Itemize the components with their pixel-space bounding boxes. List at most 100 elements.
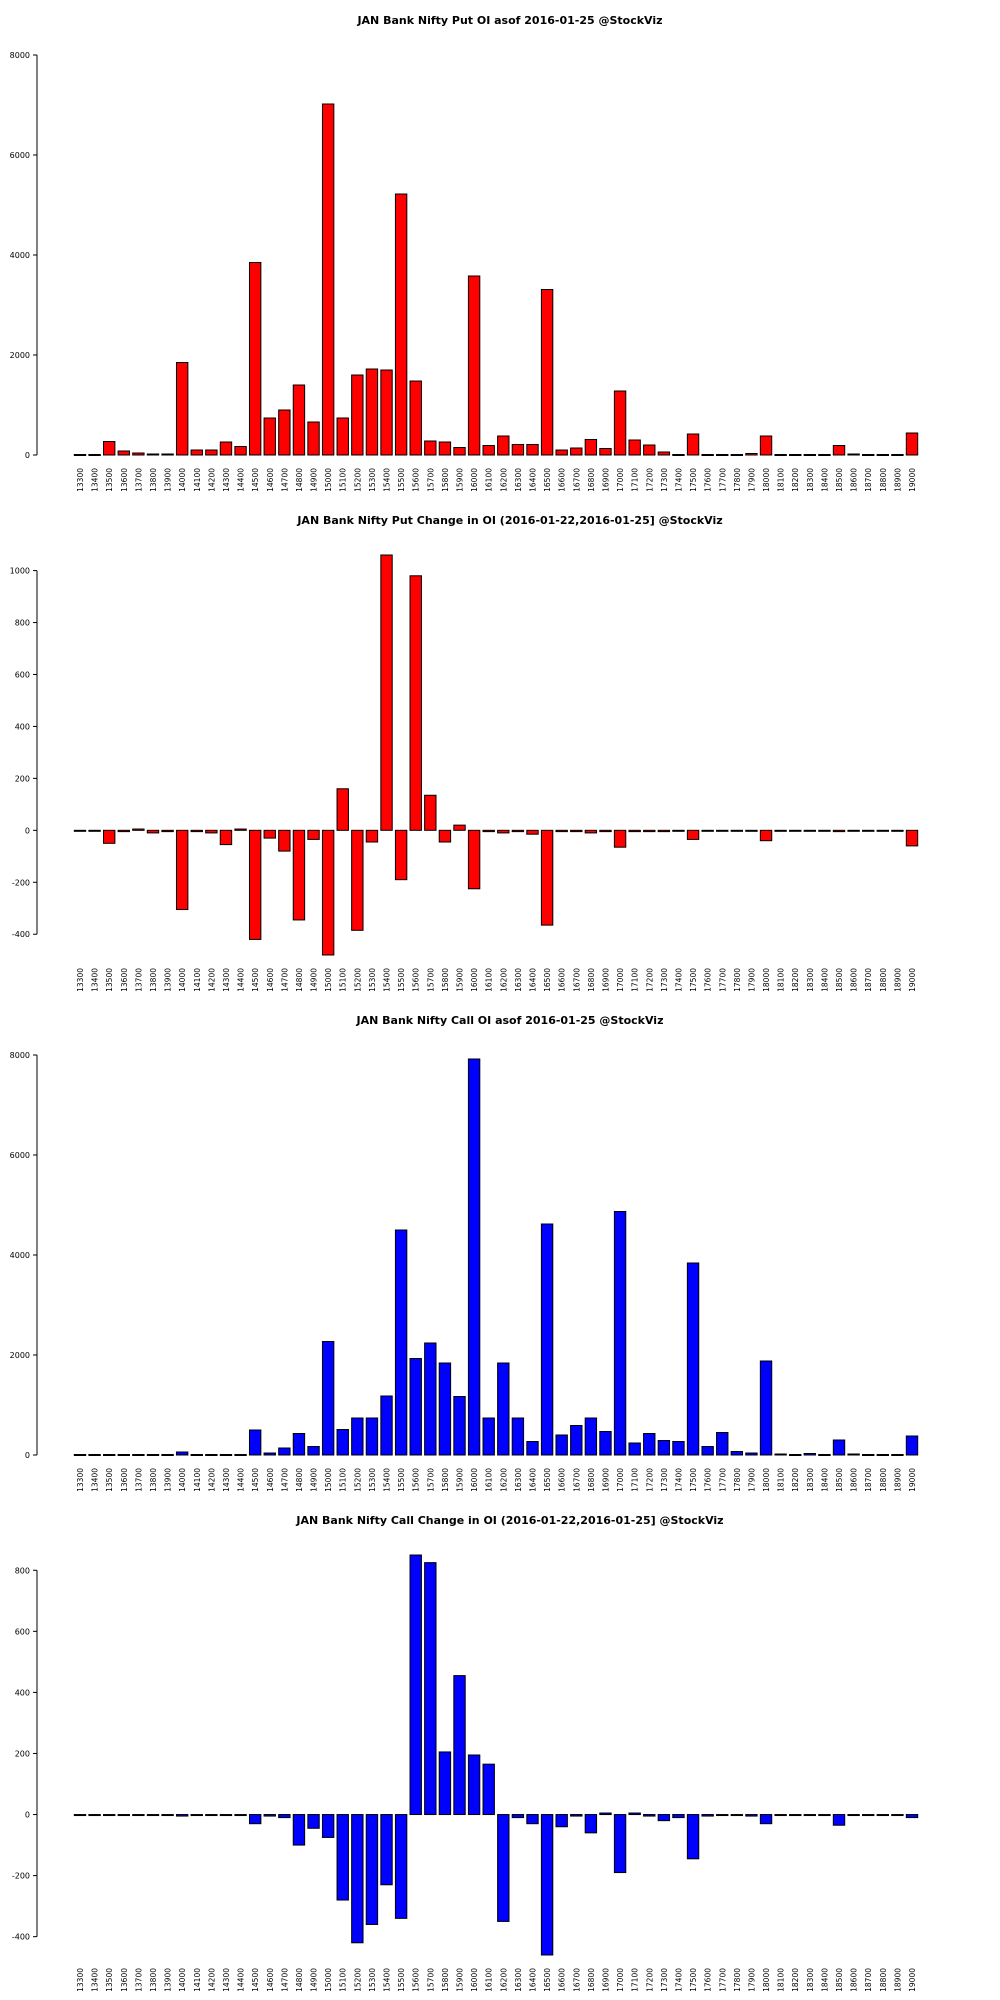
x-tick-label: 14600 bbox=[266, 1468, 275, 1492]
bar-15100 bbox=[336, 788, 349, 831]
bar-17100 bbox=[628, 829, 641, 833]
bar-17300 bbox=[657, 1814, 671, 1822]
x-tick-label: 13400 bbox=[91, 1468, 100, 1492]
bar-14200 bbox=[205, 449, 218, 456]
bar-14000 bbox=[175, 829, 189, 911]
x-tick-label: 17000 bbox=[616, 468, 625, 492]
bar-18300 bbox=[803, 829, 817, 832]
bar-13400 bbox=[88, 829, 101, 832]
bar-13600 bbox=[117, 1454, 130, 1456]
bar-14400 bbox=[234, 1814, 247, 1817]
x-tick-label: 18900 bbox=[893, 1468, 902, 1492]
bar-18800 bbox=[876, 1454, 889, 1456]
bar-15300 bbox=[365, 829, 379, 843]
bar-15800 bbox=[438, 1751, 452, 1816]
x-tick-label: 13300 bbox=[76, 968, 85, 992]
x-tick-label: 13400 bbox=[91, 468, 100, 492]
x-tick-label: 16300 bbox=[514, 468, 523, 492]
x-tick-label: 13600 bbox=[120, 468, 129, 492]
x-tick-label: 17800 bbox=[733, 968, 742, 992]
y-tick-label: 1000 bbox=[10, 567, 30, 576]
x-tick-label: 18500 bbox=[835, 468, 844, 492]
bar-16500 bbox=[540, 1814, 554, 1956]
bar-18500 bbox=[832, 829, 846, 833]
x-tick-label: 15400 bbox=[383, 1968, 392, 1992]
bar-14400 bbox=[234, 446, 247, 456]
bar-15900 bbox=[453, 447, 466, 456]
bar-17700 bbox=[716, 1432, 729, 1456]
bar-18700 bbox=[862, 454, 875, 456]
y-tick-label: 200 bbox=[15, 774, 30, 783]
x-tick-label: 14400 bbox=[237, 468, 246, 492]
y-tick-label: -400 bbox=[12, 1933, 30, 1942]
y-tick-label: 600 bbox=[15, 670, 30, 679]
x-tick-label: 13900 bbox=[164, 1968, 173, 1992]
x-tick-label: 16500 bbox=[543, 968, 552, 992]
x-tick-label: 17000 bbox=[616, 1468, 625, 1492]
x-tick-label: 16700 bbox=[572, 1968, 581, 1992]
bar-14900 bbox=[307, 1446, 320, 1456]
x-tick-label: 17100 bbox=[631, 968, 640, 992]
x-tick-label: 17400 bbox=[674, 1468, 683, 1492]
x-tick-label: 14400 bbox=[237, 968, 246, 992]
bar-17100 bbox=[628, 1442, 641, 1456]
bar-15200 bbox=[351, 374, 364, 456]
x-tick-label: 15700 bbox=[426, 468, 435, 492]
x-tick-label: 14100 bbox=[193, 1468, 202, 1492]
bar-17900 bbox=[745, 1814, 758, 1817]
bar-14300 bbox=[219, 1454, 233, 1456]
bar-17200 bbox=[643, 1433, 656, 1456]
bar-13900 bbox=[161, 1814, 174, 1817]
bar-13500 bbox=[103, 441, 116, 456]
bar-17800 bbox=[730, 1451, 744, 1456]
bar-15200 bbox=[351, 829, 364, 931]
chart-1: JAN Bank Nifty Put OI asof 2016-01-25 @S… bbox=[10, 14, 919, 492]
bar-18700 bbox=[862, 1454, 875, 1456]
x-tick-label: 17900 bbox=[747, 468, 756, 492]
bar-16200 bbox=[497, 829, 510, 834]
bar-16700 bbox=[570, 447, 583, 456]
x-tick-label: 15500 bbox=[397, 1968, 406, 1992]
x-tick-label: 14400 bbox=[237, 1968, 246, 1992]
bar-14100 bbox=[190, 449, 203, 456]
x-tick-label: 16000 bbox=[470, 1968, 479, 1992]
bar-17400 bbox=[672, 1441, 685, 1456]
bar-13900 bbox=[161, 829, 174, 833]
bar-15800 bbox=[438, 829, 452, 843]
x-tick-label: 13800 bbox=[149, 1968, 158, 1992]
x-tick-label: 15300 bbox=[368, 1468, 377, 1492]
y-tick-label: 6000 bbox=[10, 1151, 30, 1160]
x-tick-label: 17800 bbox=[733, 1968, 742, 1992]
x-tick-label: 16200 bbox=[499, 468, 508, 492]
bar-17500 bbox=[686, 433, 700, 456]
bar-14500 bbox=[248, 262, 262, 456]
x-tick-label: 18700 bbox=[864, 1968, 873, 1992]
x-tick-label: 13400 bbox=[91, 1968, 100, 1992]
bar-14500 bbox=[248, 1429, 262, 1456]
x-tick-label: 15900 bbox=[456, 1468, 465, 1492]
bar-14100 bbox=[190, 1814, 203, 1817]
x-tick-label: 16600 bbox=[558, 468, 567, 492]
x-tick-label: 13800 bbox=[149, 1468, 158, 1492]
bar-13800 bbox=[146, 453, 160, 456]
bar-16100 bbox=[482, 1417, 495, 1456]
x-tick-label: 14900 bbox=[310, 468, 319, 492]
y-tick-label: 200 bbox=[15, 1749, 30, 1758]
y-tick-label: 400 bbox=[15, 722, 30, 731]
bar-14600 bbox=[263, 1452, 276, 1456]
x-tick-label: 18000 bbox=[762, 1468, 771, 1492]
bar-18300 bbox=[803, 1453, 817, 1456]
bar-18400 bbox=[818, 1454, 831, 1456]
bar-15600 bbox=[409, 575, 422, 831]
x-tick-label: 14700 bbox=[280, 1968, 289, 1992]
bar-14700 bbox=[278, 409, 291, 456]
chart-3: JAN Bank Nifty Call OI asof 2016-01-25 @… bbox=[10, 1014, 919, 1492]
x-tick-label: 18700 bbox=[864, 1468, 873, 1492]
x-tick-label: 15200 bbox=[353, 1468, 362, 1492]
bar-15300 bbox=[365, 1814, 379, 1925]
x-tick-label: 13300 bbox=[76, 468, 85, 492]
x-tick-label: 16800 bbox=[587, 1968, 596, 1992]
bar-18200 bbox=[789, 829, 802, 832]
bar-17200 bbox=[643, 829, 656, 833]
x-tick-label: 14600 bbox=[266, 1968, 275, 1992]
